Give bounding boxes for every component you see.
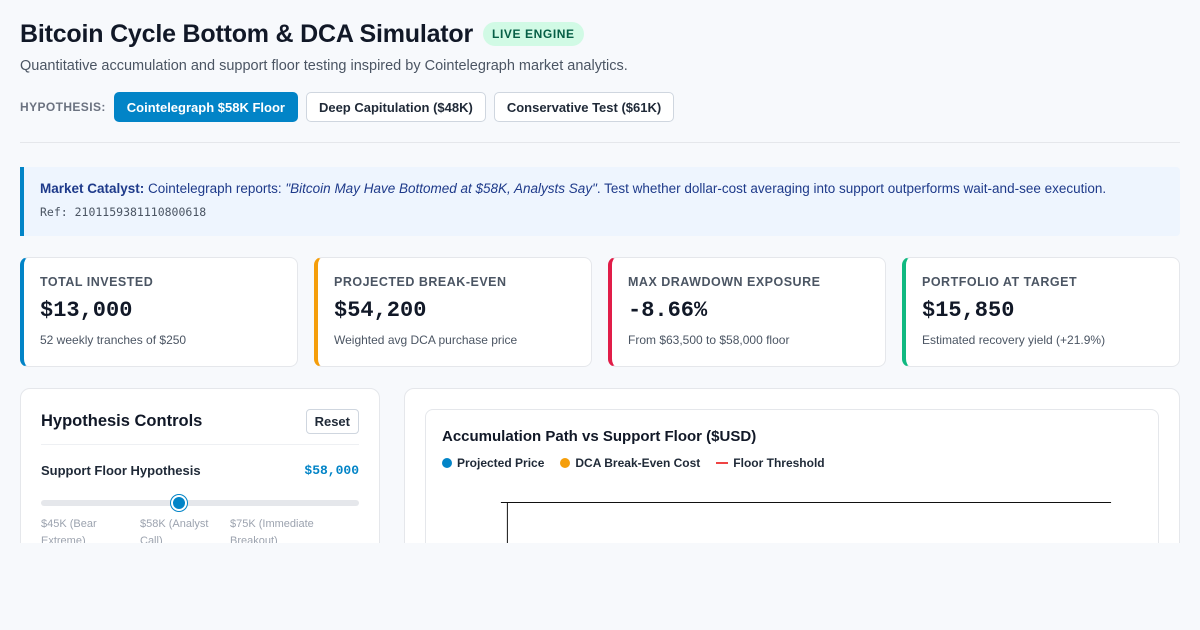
- hypothesis-selector: HYPOTHESIS: Cointelegraph $58K Floor Dee…: [20, 92, 1180, 122]
- chart-title: Accumulation Path vs Support Floor ($USD…: [442, 428, 757, 445]
- support-floor-slider[interactable]: [41, 495, 359, 511]
- kpi-value: -8.66%: [628, 298, 708, 323]
- kpi-card-total-invested: TOTAL INVESTED $13,000 52 weekly tranche…: [20, 257, 298, 367]
- hypothesis-button-58k[interactable]: Cointelegraph $58K Floor: [113, 92, 298, 122]
- kpi-subtext: 52 weekly tranches of $250: [40, 333, 187, 347]
- slider-label: Support Floor Hypothesis: [41, 463, 201, 478]
- hypothesis-button-61k[interactable]: Conservative Test ($61K): [493, 92, 675, 122]
- title-row: Bitcoin Cycle Bottom & DCA Simulator LIV…: [20, 18, 1180, 50]
- legend-break-even: DCA Break-Even Cost: [560, 456, 700, 470]
- catalyst-lead: Market Catalyst:: [40, 181, 145, 196]
- legend-projected-price: Projected Price: [442, 456, 544, 470]
- kpi-value: $15,850: [922, 298, 1015, 323]
- slider-header: Support Floor Hypothesis $58,000: [41, 463, 359, 478]
- slider-value: $58,000: [304, 463, 359, 478]
- kpi-subtext: Weighted avg DCA purchase price: [334, 333, 518, 347]
- catalyst-ref: Ref: 2101159381110800618: [40, 205, 207, 219]
- legend-dash-icon: [716, 462, 729, 464]
- legend-floor-threshold: Floor Threshold: [716, 456, 825, 470]
- status-badge: LIVE ENGINE: [483, 22, 584, 46]
- chart-card: Accumulation Path vs Support Floor ($USD…: [404, 388, 1180, 543]
- hypothesis-controls-panel: Hypothesis Controls Reset Support Floor …: [20, 388, 380, 543]
- kpi-subtext: Estimated recovery yield (+21.9%): [922, 333, 1106, 347]
- header-divider: [20, 142, 1180, 143]
- chart-legend: Projected Price DCA Break-Even Cost Floo…: [442, 456, 1142, 470]
- page-title: Bitcoin Cycle Bottom & DCA Simulator: [20, 19, 474, 48]
- lower-section: Hypothesis Controls Reset Support Floor …: [20, 388, 1180, 543]
- kpi-card-break-even: PROJECTED BREAK-EVEN $54,200 Weighted av…: [314, 257, 592, 367]
- slider-ticks: $45K (Bear Extreme) $58K (Analyst Call) …: [41, 516, 359, 543]
- legend-dot-icon: [442, 458, 452, 468]
- hypothesis-button-48k[interactable]: Deep Capitulation ($48K): [305, 92, 486, 122]
- slider-tick-mid: $58K (Analyst Call): [140, 518, 209, 543]
- page-header: Bitcoin Cycle Bottom & DCA Simulator LIV…: [20, 0, 1180, 143]
- kpi-value: $54,200: [334, 298, 427, 323]
- catalyst-quote: "Bitcoin May Have Bottomed at $58K, Anal…: [285, 181, 597, 196]
- catalyst-text: Market Catalyst: Cointelegraph reports: …: [40, 181, 1164, 196]
- chart-plot-area: [500, 502, 1112, 543]
- slider-thumb[interactable]: [170, 495, 187, 511]
- controls-header: Hypothesis Controls Reset: [41, 409, 359, 445]
- kpi-label: TOTAL INVESTED: [40, 275, 154, 289]
- slider-tick-min: $45K (Bear Extreme): [41, 518, 97, 543]
- kpi-value: $13,000: [40, 298, 133, 323]
- kpi-label: PORTFOLIO AT TARGET: [922, 275, 1078, 289]
- legend-label: Floor Threshold: [733, 456, 825, 470]
- page-subtitle: Quantitative accumulation and support fl…: [20, 58, 628, 74]
- slider-tick-max: $75K (Immediate Breakout): [230, 518, 314, 543]
- catalyst-prefix: Cointelegraph reports:: [144, 181, 286, 196]
- legend-label: Projected Price: [457, 456, 545, 470]
- legend-dot-icon: [560, 458, 571, 468]
- reset-button[interactable]: Reset: [305, 409, 359, 434]
- legend-label: DCA Break-Even Cost: [575, 456, 701, 470]
- kpi-row: TOTAL INVESTED $13,000 52 weekly tranche…: [20, 257, 1180, 367]
- chart-container: Accumulation Path vs Support Floor ($USD…: [425, 409, 1159, 543]
- app-viewport: Bitcoin Cycle Bottom & DCA Simulator LIV…: [20, 0, 1180, 543]
- kpi-subtext: From $63,500 to $58,000 floor: [628, 333, 790, 347]
- controls-title: Hypothesis Controls: [41, 412, 203, 430]
- kpi-label: PROJECTED BREAK-EVEN: [334, 275, 507, 289]
- kpi-label: MAX DRAWDOWN EXPOSURE: [628, 275, 821, 289]
- catalyst-suffix: . Test whether dollar-cost averaging int…: [596, 181, 1107, 196]
- kpi-card-portfolio-target: PORTFOLIO AT TARGET $15,850 Estimated re…: [902, 257, 1180, 367]
- hypothesis-label: HYPOTHESIS:: [20, 100, 106, 114]
- market-catalyst-callout: Market Catalyst: Cointelegraph reports: …: [20, 167, 1180, 236]
- kpi-card-max-drawdown: MAX DRAWDOWN EXPOSURE -8.66% From $63,50…: [608, 257, 886, 367]
